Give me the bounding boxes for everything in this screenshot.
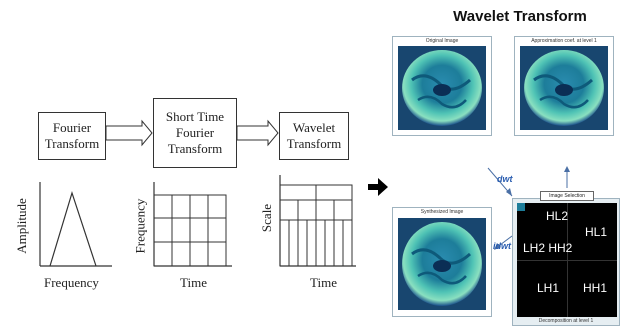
dwt-label: dwt <box>497 174 513 184</box>
spectrum-peak <box>49 191 97 267</box>
tile-hl2: HL2 <box>546 209 569 223</box>
wavelet-plot <box>279 175 356 267</box>
approx-image-caption: Approximation coef. at level 1 <box>531 38 597 44</box>
fourier-plot <box>39 182 112 267</box>
stft-label: Short Time Fourier Transform <box>165 109 225 156</box>
approx-image-panel: Approximation coef. at level 1 <box>514 36 614 136</box>
tile-hl1: HL1 <box>585 225 608 239</box>
idwt-label: idwt <box>493 241 511 251</box>
approx-brain-image <box>520 46 608 130</box>
ll-thumbnail <box>517 203 525 211</box>
wavelet-transform-box: Wavelet Transform <box>279 112 349 160</box>
wavelet-transform-title: Wavelet Transform <box>453 8 587 25</box>
tile-lh1: LH1 <box>537 281 560 295</box>
synth-image-panel: Synthesized Image <box>392 207 492 317</box>
decomposition-image <box>517 203 617 317</box>
original-brain-image <box>398 46 486 130</box>
tile-hh1: HH1 <box>583 281 608 295</box>
stft-frequency-axis-label: Frequency <box>132 198 148 254</box>
fourier-transform-label: Fourier Transform <box>44 120 100 151</box>
image-selection-box: Image Selection <box>540 191 594 201</box>
stft-plot <box>153 182 232 267</box>
original-image-panel: Original Image <box>392 36 492 136</box>
arrow-to-wavelet-images <box>368 178 388 196</box>
stft-time-axis-label: Time <box>180 275 207 290</box>
fourier-transform-box: Fourier Transform <box>38 112 106 160</box>
frequency-axis-label: Frequency <box>44 275 99 290</box>
wavelet-time-axis-label: Time <box>310 275 337 290</box>
amplitude-axis-label: Amplitude <box>13 198 29 254</box>
arrow-fourier-to-stft <box>105 119 153 147</box>
tile-lh2-hh2: LH2 HH2 <box>523 241 573 255</box>
wavelet-transform-label: Wavelet Transform <box>286 120 342 151</box>
decomposition-caption: Decomposition at level 1 <box>538 318 594 324</box>
synth-brain-image <box>398 218 486 310</box>
arrow-stft-to-wavelet <box>236 119 279 147</box>
scale-axis-label: Scale <box>259 203 275 233</box>
synth-image-caption: Synthesized Image <box>420 209 464 215</box>
original-image-caption: Original Image <box>425 38 459 44</box>
decomposition-panel: HL2 HL1 LH2 HH2 LH1 HH1 Decomposition at… <box>512 198 620 326</box>
